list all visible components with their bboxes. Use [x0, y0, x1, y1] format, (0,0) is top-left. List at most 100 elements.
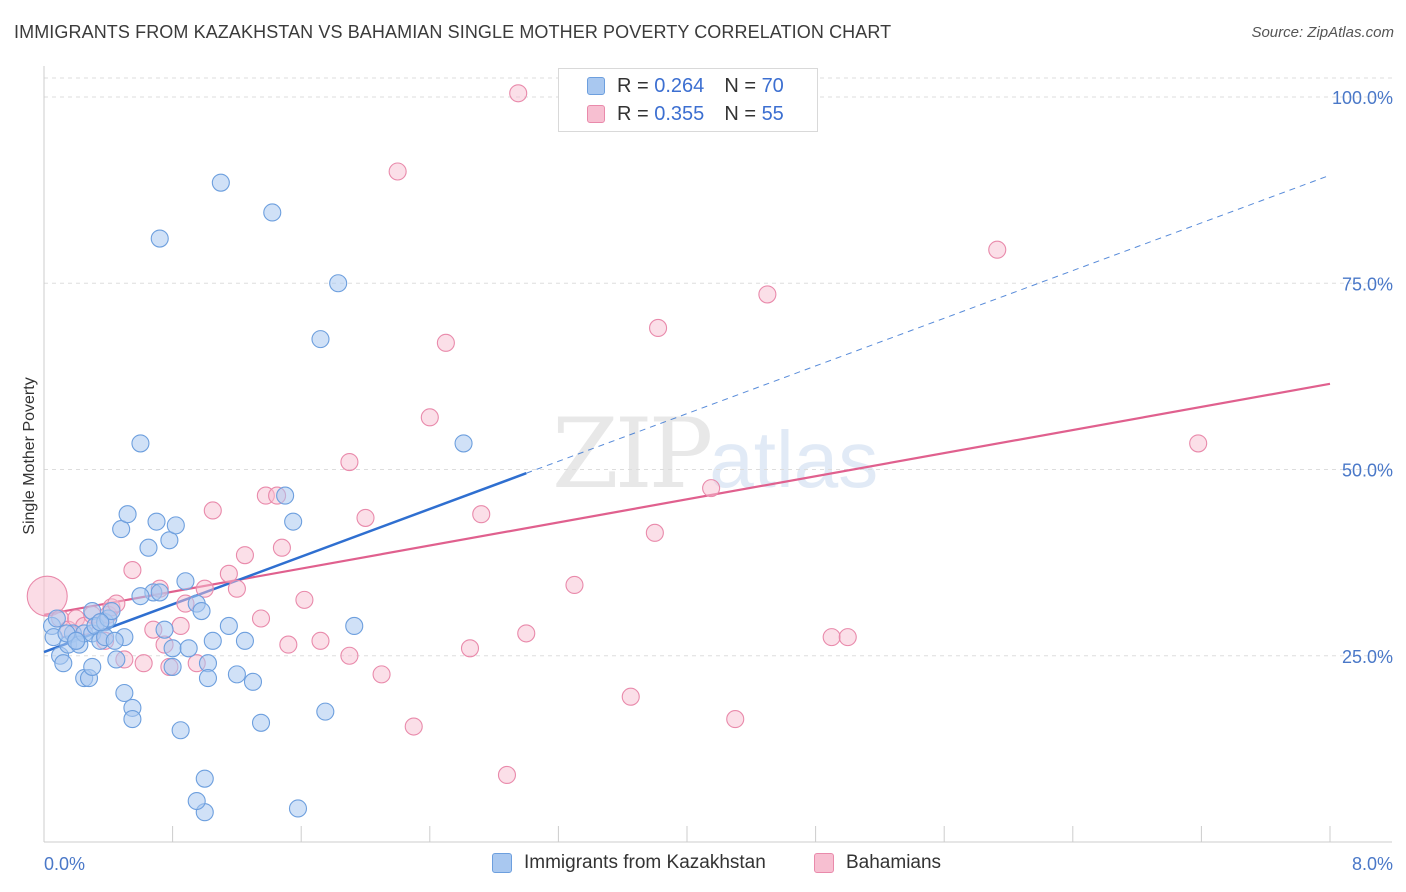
data-point-kazakhstan [251, 713, 271, 732]
data-point-bahamians [758, 285, 777, 304]
legend-n-value: 55 [761, 102, 784, 125]
data-point-kazakhstan [187, 791, 206, 811]
data-point-kazakhstan [163, 639, 182, 658]
data-point-bahamians [436, 333, 455, 352]
data-point-kazakhstan [276, 486, 295, 505]
trend-line-kazakhstan-extended [526, 174, 1331, 474]
data-point-kazakhstan [83, 657, 102, 676]
data-point-bahamians [311, 631, 330, 650]
data-point-kazakhstan [163, 657, 182, 676]
data-point-bahamians [497, 765, 517, 785]
y-tick-label: 100.0% [1332, 88, 1393, 108]
data-point-bahamians [420, 408, 439, 427]
data-point-bahamians [219, 564, 238, 583]
data-point-bahamians [203, 501, 222, 520]
data-point-bahamians [649, 318, 668, 338]
data-point-kazakhstan [131, 587, 150, 606]
tick-labels: 25.0% 50.0% 75.0% 100.0% 0.0% 8.0% [44, 88, 1393, 874]
x-tick-label: 0.0% [44, 854, 85, 874]
data-point-kazakhstan [150, 229, 169, 248]
data-point-bahamians [272, 538, 291, 557]
x-tick-label: 8.0% [1352, 854, 1393, 874]
data-point-kazakhstan [166, 516, 185, 535]
legend-item-bahamians[interactable]: Bahamians [814, 852, 941, 874]
data-point-bahamians [279, 635, 298, 654]
legend-n-label: N = [724, 74, 756, 97]
data-point-kazakhstan [139, 538, 158, 557]
data-point-kazakhstan [329, 274, 348, 293]
data-point-kazakhstan [263, 203, 282, 222]
data-point-bahamians [171, 616, 190, 636]
data-point-kazakhstan [131, 434, 150, 453]
data-point-kazakhstan [171, 721, 190, 740]
data-point-kazakhstan [160, 531, 179, 550]
data-point-kazakhstan [311, 330, 330, 349]
legend-row-bahamians: R = 0.355 N = 55 [587, 102, 784, 126]
y-tick-label: 25.0% [1342, 647, 1393, 667]
data-point-kazakhstan [345, 616, 364, 636]
data-point-kazakhstan [155, 620, 174, 639]
y-tick-label: 75.0% [1342, 274, 1393, 294]
legend-r-value: 0.264 [654, 74, 705, 97]
legend-swatch-bahamians [587, 105, 605, 123]
data-point-bahamians [1189, 434, 1208, 453]
data-point-bahamians [404, 717, 423, 736]
data-point-kazakhstan [47, 609, 66, 628]
data-point-bahamians [565, 575, 584, 595]
axes [43, 66, 1392, 843]
data-point-kazakhstan [54, 654, 73, 673]
data-point-kazakhstan [112, 520, 131, 539]
trend-lines [43, 174, 1331, 654]
data-point-bahamians [295, 590, 314, 609]
legend-label-kazakhstan: Immigrants from Kazakhstan [524, 852, 766, 873]
legend-row-kazakhstan: R = 0.264 N = 70 [587, 74, 784, 98]
legend-swatch-kazakhstan [587, 77, 605, 95]
trend-line-bahamians [43, 382, 1331, 616]
data-point-bahamians [517, 624, 536, 643]
data-point-kazakhstan [123, 710, 142, 729]
data-point-bahamians [509, 84, 528, 103]
data-point-bahamians [838, 628, 857, 647]
data-point-bahamians [472, 505, 491, 524]
source-label: Source: ZipAtlas.com [1251, 24, 1394, 41]
data-point-kazakhstan [227, 665, 246, 684]
data-point-bahamians [460, 639, 480, 658]
data-point-bahamians [388, 162, 407, 181]
data-point-kazakhstan [288, 799, 308, 818]
legend-n-value: 70 [761, 74, 784, 97]
legend-r-label: R = [617, 102, 649, 125]
legend-swatch-bahamians [814, 853, 834, 873]
data-point-kazakhstan [150, 583, 169, 602]
y-tick-label: 50.0% [1342, 461, 1393, 481]
legend-r-value: 0.355 [654, 102, 705, 125]
data-point-bahamians [235, 546, 254, 565]
data-point-bahamians [195, 579, 214, 598]
data-point-kazakhstan [284, 512, 303, 531]
data-point-kazakhstan [235, 631, 254, 650]
series-legend: Immigrants from Kazakhstan Bahamians [0, 850, 1406, 878]
data-point-bahamians [372, 665, 391, 684]
data-point-kazakhstan [102, 601, 121, 621]
legend-item-kazakhstan[interactable]: Immigrants from Kazakhstan [492, 852, 766, 874]
correlation-legend: R = 0.264 N = 70 R = 0.355 N = 55 [558, 68, 818, 132]
data-point-kazakhstan [316, 702, 335, 721]
series-kazakhstan-points [42, 173, 473, 822]
legend-n-label: N = [724, 102, 756, 125]
data-point-bahamians [340, 646, 359, 665]
legend-label-bahamians: Bahamians [846, 852, 942, 873]
data-point-kazakhstan [118, 505, 137, 524]
grid-lines [44, 77, 1392, 657]
data-point-bahamians [26, 575, 68, 617]
data-point-kazakhstan [454, 434, 473, 453]
data-point-bahamians [645, 523, 664, 542]
data-point-kazakhstan [179, 639, 198, 658]
data-point-bahamians [227, 579, 246, 598]
data-point-bahamians [356, 508, 375, 527]
data-point-kazakhstan [195, 769, 214, 788]
data-point-kazakhstan [105, 631, 124, 650]
chart-title: IMMIGRANTS FROM KAZAKHSTAN VS BAHAMIAN S… [14, 22, 892, 42]
data-point-kazakhstan [115, 683, 134, 703]
data-point-kazakhstan [243, 672, 263, 691]
data-point-bahamians [340, 452, 359, 472]
